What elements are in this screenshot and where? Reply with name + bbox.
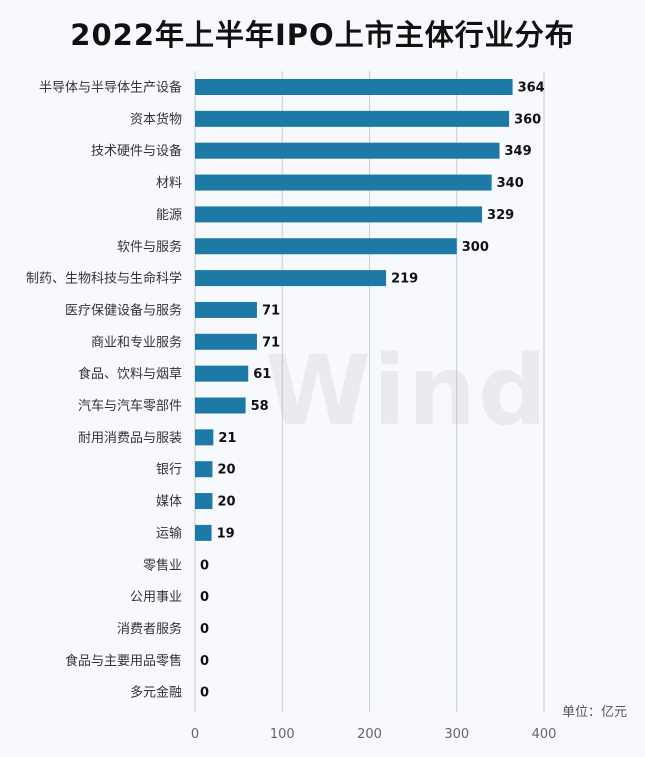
value-label: 349	[505, 144, 532, 159]
bar	[195, 365, 249, 382]
category-label: 资本货物	[130, 111, 182, 127]
category-label: 运输	[156, 525, 182, 541]
category-label: 消费者服务	[117, 621, 182, 637]
category-label: 多元金融	[130, 685, 182, 701]
bar	[195, 110, 510, 127]
value-label: 20	[217, 463, 235, 478]
value-label: 58	[251, 399, 269, 414]
value-label: 21	[218, 431, 236, 446]
category-label: 媒体	[156, 495, 182, 510]
watermark-logo: Wind	[265, 335, 549, 447]
category-label: 零售业	[143, 557, 182, 573]
bar	[195, 524, 212, 541]
bar	[195, 429, 214, 446]
value-label: 0	[200, 590, 209, 605]
value-label: 360	[514, 112, 541, 127]
bar	[195, 206, 483, 223]
bar	[195, 301, 257, 318]
value-label: 219	[391, 272, 418, 287]
value-label: 0	[200, 622, 209, 637]
x-tick-label: 0	[191, 727, 199, 742]
value-label: 20	[217, 495, 235, 510]
category-label: 食品、饮料与烟草	[78, 366, 182, 382]
bar	[195, 142, 500, 159]
bar	[195, 397, 246, 414]
x-tick-label: 400	[532, 727, 557, 742]
x-tick-label: 300	[444, 727, 469, 742]
unit-note: 单位：亿元	[561, 705, 627, 720]
category-label: 技术硬件与设备	[91, 143, 182, 159]
chart-title: 2022年上半年IPO上市主体行业分布	[70, 18, 575, 52]
category-label: 能源	[156, 208, 182, 223]
value-label: 19	[217, 526, 235, 541]
value-label: 61	[253, 367, 271, 382]
value-label: 329	[487, 208, 514, 223]
category-label: 软件与服务	[117, 239, 182, 255]
category-label: 半导体与半导体生产设备	[39, 80, 182, 96]
category-label: 汽车与汽车零部件	[78, 398, 182, 414]
value-label: 300	[462, 240, 489, 255]
category-label: 耐用消费品与服装	[78, 431, 182, 446]
bar	[195, 174, 492, 191]
bar	[195, 493, 213, 510]
value-label: 71	[262, 303, 280, 318]
value-label: 340	[497, 176, 524, 191]
value-label: 364	[518, 81, 545, 96]
bar	[195, 79, 513, 95]
bar	[195, 238, 457, 255]
x-tick-label: 200	[357, 727, 382, 742]
x-tick-label: 100	[270, 727, 295, 742]
value-label: 71	[262, 335, 280, 350]
category-label: 制药、生物科技与生命科学	[26, 271, 182, 287]
bar	[195, 461, 213, 478]
bar	[195, 333, 257, 350]
bar	[195, 270, 387, 287]
category-label: 银行	[156, 463, 182, 478]
value-label: 0	[200, 558, 209, 573]
category-label: 医疗保健设备与服务	[65, 302, 182, 318]
category-label: 公用事业	[130, 590, 182, 605]
category-label: 商业和专业服务	[91, 334, 182, 350]
value-label: 0	[200, 654, 209, 669]
category-label: 材料	[156, 176, 182, 191]
value-label: 0	[200, 686, 209, 701]
category-label: 食品与主要用品零售	[65, 653, 182, 669]
